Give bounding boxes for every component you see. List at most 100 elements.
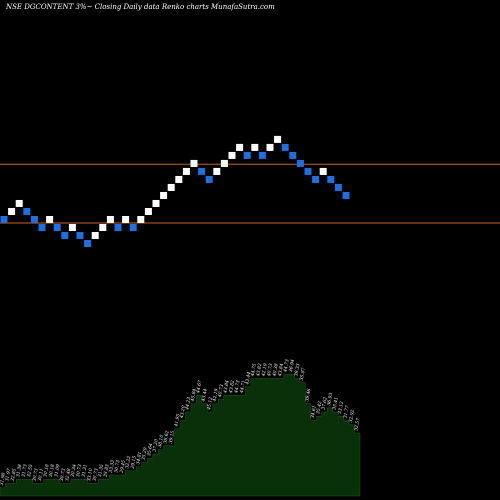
brick-up xyxy=(251,143,259,151)
brick-up xyxy=(213,167,221,175)
brick-down xyxy=(84,240,92,248)
volume-label: 44.73 xyxy=(233,380,241,395)
brick-up xyxy=(15,199,23,207)
volume-label: 34.81 xyxy=(135,451,143,465)
brick-up xyxy=(167,183,175,191)
brick-up xyxy=(68,224,76,232)
brick-down xyxy=(304,167,312,175)
brick-up xyxy=(137,216,145,223)
volume-label: 43.44 xyxy=(200,388,208,403)
volume-label: 36.93 xyxy=(326,392,334,406)
brick-down xyxy=(38,224,46,232)
volume-label: 42.19 xyxy=(211,388,219,403)
volume-label: 45.12 xyxy=(206,396,214,411)
volume-label: 44.75 xyxy=(250,363,258,378)
volume-label: 39.15 xyxy=(168,430,176,444)
volume-layer xyxy=(0,373,361,497)
volume-label: 31.98 xyxy=(0,472,7,486)
volume-label: 30.18 xyxy=(42,464,50,478)
brick-down xyxy=(342,191,350,199)
volume-label: 39.46 xyxy=(304,388,312,402)
brick-down xyxy=(23,207,31,215)
volume-label: 32.22 xyxy=(124,455,132,469)
volume-label: 35.41 xyxy=(332,397,340,411)
brick-up xyxy=(152,199,160,207)
volume-label: 40.73 xyxy=(217,384,225,399)
volume-label: 32.92 xyxy=(348,409,356,423)
volume-label: 35.42 xyxy=(315,401,323,415)
volume-label: 44.71 xyxy=(239,380,247,395)
volume-label: 30.73 xyxy=(75,464,83,478)
volume-label: 38.62 xyxy=(162,430,170,444)
brick-up xyxy=(122,216,130,223)
brick-up xyxy=(274,135,282,143)
volume-label: 31.97 xyxy=(4,468,12,482)
volume-label: 31.35 xyxy=(97,464,105,478)
brick-up xyxy=(190,159,198,167)
brick-up xyxy=(106,216,114,223)
brick-down xyxy=(296,159,304,167)
volume-label: 33.10 xyxy=(86,468,94,482)
brick-up xyxy=(46,216,54,223)
volume-label: 43.20 xyxy=(179,405,187,420)
volume-label: 30.73 xyxy=(113,459,121,473)
volume-label: 40.38 xyxy=(271,363,279,378)
volume-label: 30.73 xyxy=(92,468,100,482)
volume-label: 43.84 xyxy=(277,363,285,378)
volume-label: 35.83 xyxy=(102,464,110,478)
volume-label: 29.15 xyxy=(130,455,138,470)
brick-up xyxy=(266,143,274,151)
brick-down xyxy=(312,175,320,183)
volume-label: 43.82 xyxy=(228,380,236,395)
volume-label: 31.09 xyxy=(53,464,61,478)
volume-labels: 31.9831.9732.8531.3831.7332.5530.7330.11… xyxy=(0,359,362,486)
volume-label: 35.87 xyxy=(299,367,307,381)
brick-up xyxy=(319,167,327,175)
volume-label: 41.95 xyxy=(173,413,181,428)
volume-label: 42.19 xyxy=(260,363,268,378)
brick-down xyxy=(205,175,213,183)
brick-down xyxy=(114,224,122,232)
brick-up xyxy=(160,191,168,199)
volume-label: 36.94 xyxy=(288,359,296,373)
brick-down xyxy=(0,216,8,223)
volume-label: 31.38 xyxy=(15,464,23,478)
brick-down xyxy=(289,151,297,159)
volume-label: 43.84 xyxy=(222,380,230,395)
volume-label: 33.12 xyxy=(337,401,345,415)
reference-lines xyxy=(0,163,500,224)
volume-label: 45.84 xyxy=(190,388,198,403)
volume-label: 29.45 xyxy=(119,459,127,474)
volume-label: 32.57 xyxy=(353,417,361,431)
brick-up xyxy=(182,167,190,175)
volume-label: 30.73 xyxy=(59,468,67,482)
brick-down xyxy=(334,183,342,191)
volume-label: 32.48 xyxy=(64,468,72,482)
volume-area xyxy=(0,373,361,497)
volume-label: 35.29 xyxy=(141,447,149,461)
brick-down xyxy=(327,175,335,183)
volume-label: 34.61 xyxy=(310,405,318,419)
brick-down xyxy=(258,151,266,159)
volume-label: 44.67 xyxy=(195,380,203,395)
volume-label: 31.73 xyxy=(21,464,29,478)
volume-label: 39.33 xyxy=(293,363,301,377)
volume-label: 31.31 xyxy=(81,464,89,478)
brick-up xyxy=(91,232,99,240)
volume-label: 37.20 xyxy=(152,438,160,452)
brick-down xyxy=(243,151,251,159)
bricks-layer xyxy=(0,135,350,248)
brick-up xyxy=(236,143,244,151)
brick-up xyxy=(99,224,107,232)
volume-label: 30.73 xyxy=(32,468,40,482)
volume-label: 43.82 xyxy=(255,363,263,378)
brick-up xyxy=(144,207,152,215)
chart-title: NSE DGCONTENT 3%~ Closing Daily data Ren… xyxy=(5,3,275,11)
brick-down xyxy=(30,216,38,223)
volume-label: 33.33 xyxy=(108,459,116,473)
brick-down xyxy=(198,167,206,175)
volume-label: 30.18 xyxy=(48,464,56,478)
volume-label: 30.11 xyxy=(37,468,45,482)
brick-up xyxy=(220,159,228,167)
